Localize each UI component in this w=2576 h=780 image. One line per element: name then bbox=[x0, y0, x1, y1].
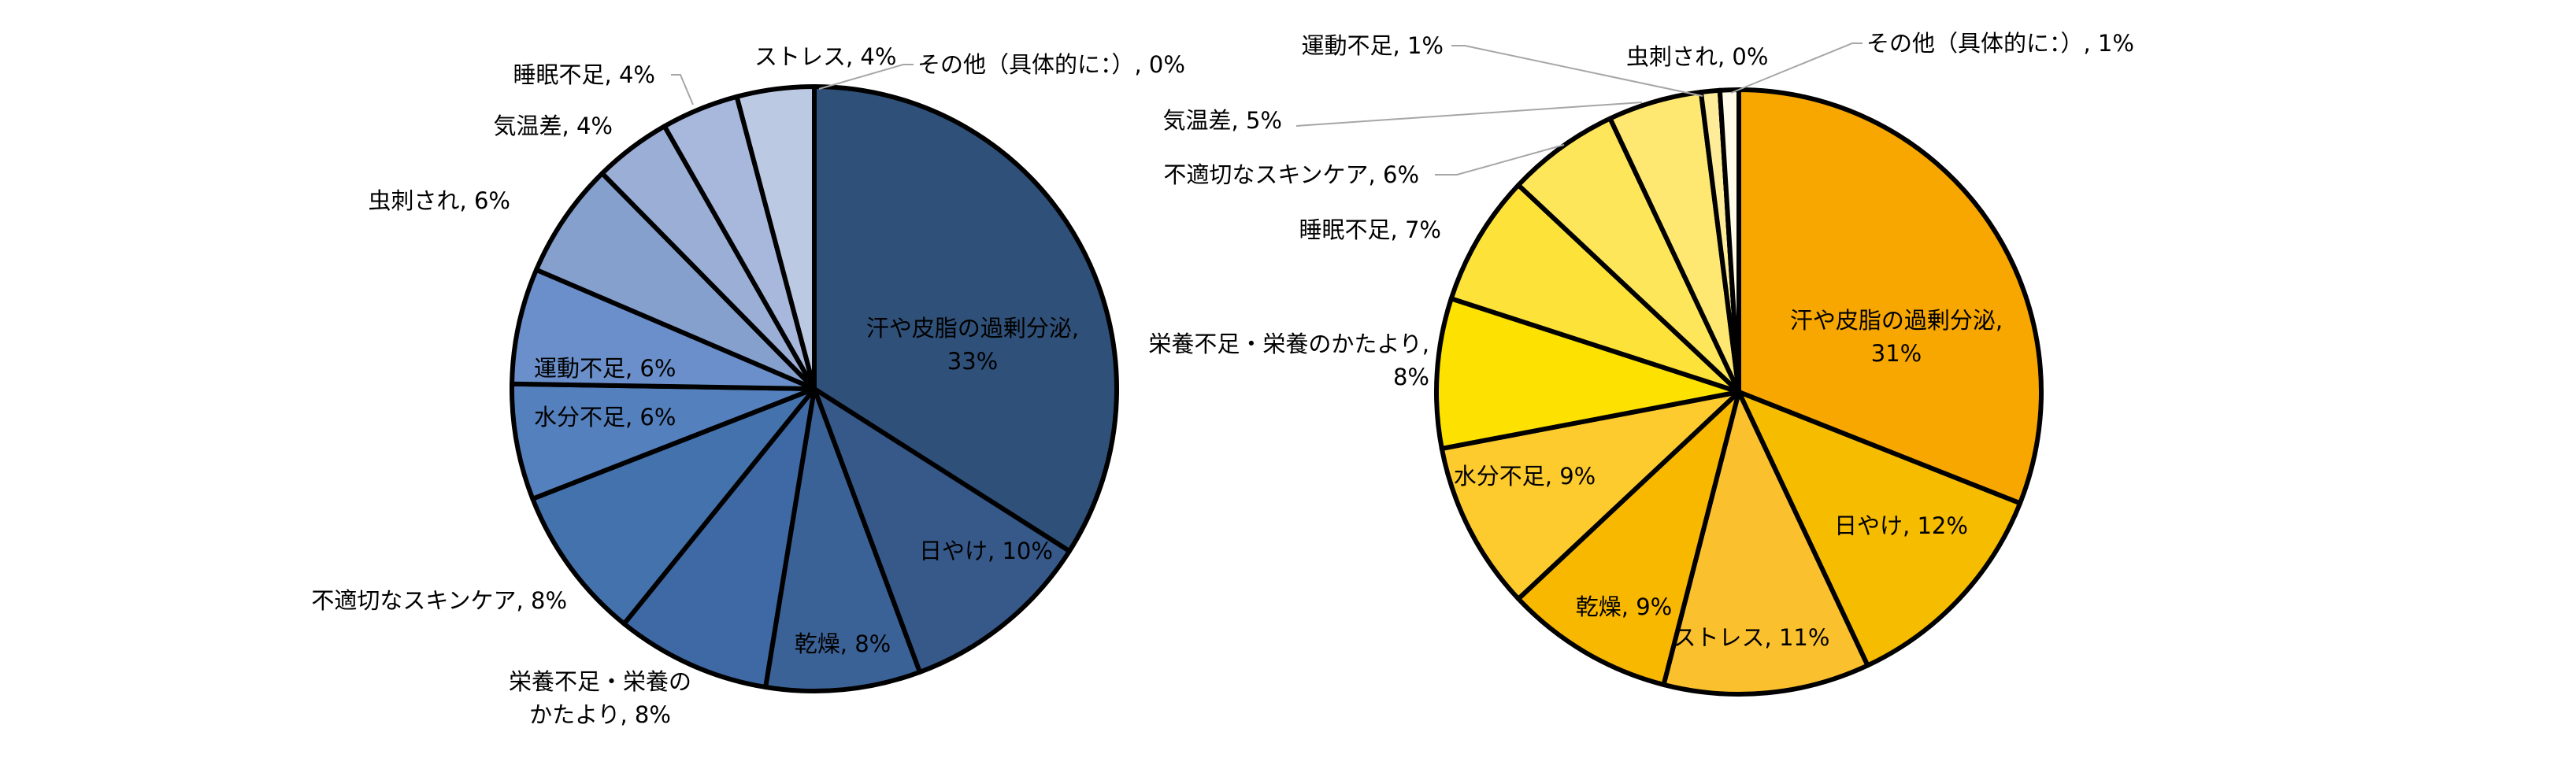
data-label: 気温差, 4% bbox=[494, 113, 613, 139]
data-label: 虫刺され, 6% bbox=[369, 187, 510, 214]
pie-slice bbox=[510, 267, 817, 391]
data-label: 栄養不足・栄養のかたより, 8% bbox=[509, 668, 691, 728]
pie-slice bbox=[812, 386, 1072, 675]
data-label: 日やけ, 10% bbox=[919, 538, 1053, 564]
data-label: 日やけ, 12% bbox=[1834, 512, 1968, 539]
data-label: ストレス, 11% bbox=[1673, 624, 1830, 651]
pie-slice bbox=[621, 386, 817, 689]
pie-slice bbox=[1661, 390, 1870, 697]
data-label: 不適切なスキンケア, 6% bbox=[1163, 161, 1419, 188]
pie-slice bbox=[1736, 390, 2023, 668]
leader-line bbox=[671, 74, 694, 105]
data-label: 水分不足, 6% bbox=[534, 404, 676, 431]
pie-chart-left: 汗や皮脂の過剰分泌, 33% 日やけ, 10% 乾燥, 8% 栄養不足・栄養のかたより,… bbox=[311, 43, 1185, 728]
data-label: 栄養不足・栄養のかたより, 8% bbox=[1148, 331, 1429, 390]
data-label: 運動不足, 6% bbox=[534, 355, 676, 382]
data-label: その他（具体的に：）, 0% bbox=[917, 51, 1185, 78]
leader-line bbox=[1435, 144, 1565, 176]
pie-slice bbox=[1448, 183, 1741, 394]
leader-line bbox=[1295, 102, 1643, 127]
data-label: 汗や皮脂の過剰分泌, 31% bbox=[1790, 307, 2003, 367]
data-label: その他（具体的に：）, 1% bbox=[1866, 30, 2134, 57]
pie-slice bbox=[530, 386, 817, 627]
pie-chart-right: 汗や皮脂の過剰分泌, 31% 日やけ, 12% ストレス, 11%乾燥, 9% 水分不足… bbox=[1148, 30, 2134, 697]
pie-slice bbox=[1439, 390, 1741, 601]
pie-slice bbox=[534, 171, 817, 391]
data-label: 睡眠不足, 7% bbox=[1299, 216, 1441, 243]
data-label: ストレス, 4% bbox=[754, 43, 896, 70]
data-label: 気温差, 5% bbox=[1163, 107, 1282, 134]
pie-slice bbox=[1434, 296, 1741, 451]
data-label: 睡眠不足, 4% bbox=[513, 61, 655, 88]
leader-line bbox=[818, 64, 914, 90]
data-label: 水分不足, 9% bbox=[1454, 463, 1596, 490]
data-label: 運動不足, 1% bbox=[1302, 32, 1444, 59]
pie-slice bbox=[510, 381, 817, 501]
pie-slice bbox=[1736, 87, 2044, 506]
leader-line bbox=[1451, 45, 1703, 97]
data-label: 乾燥, 9% bbox=[1576, 593, 1672, 620]
data-label: 汗や皮脂の過剰分泌, 33% bbox=[866, 315, 1079, 375]
leader-line bbox=[1730, 43, 1863, 94]
pie-slice bbox=[1516, 390, 1741, 687]
data-label: 乾燥, 8% bbox=[795, 630, 891, 657]
data-label: 不適切なスキンケア, 8% bbox=[311, 587, 567, 614]
data-label: 虫刺され, 0% bbox=[1626, 43, 1768, 70]
